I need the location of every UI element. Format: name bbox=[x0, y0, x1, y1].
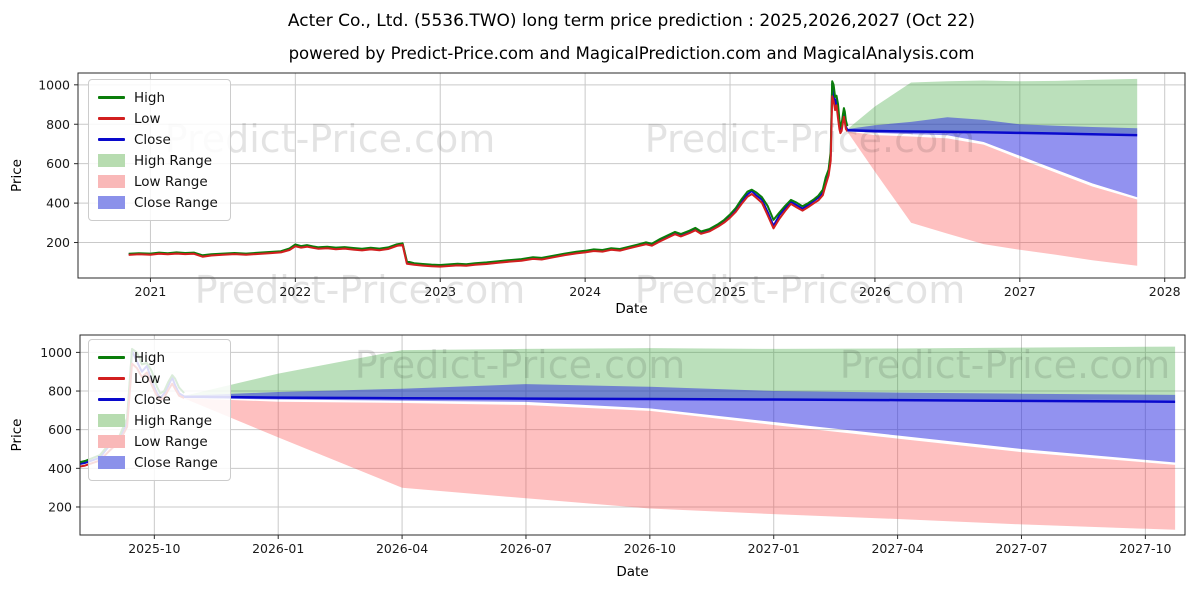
legend-item-close-range: Close Range bbox=[98, 452, 218, 473]
y-tick-label: 200 bbox=[46, 235, 70, 250]
watermark-text: Predict-Price.com bbox=[635, 268, 966, 312]
y-tick-label: 800 bbox=[46, 117, 70, 132]
x-tick-label: 2024 bbox=[569, 284, 601, 299]
legend-item-close: Close bbox=[98, 129, 218, 150]
low-range-band bbox=[847, 131, 1138, 266]
y-tick-label: 600 bbox=[46, 156, 70, 171]
x-tick-label: 2025 bbox=[714, 284, 746, 299]
close-range-band bbox=[847, 117, 1138, 198]
y-tick-label: 600 bbox=[48, 422, 72, 437]
x-tick-label: 2021 bbox=[135, 284, 167, 299]
y-tick-label: 1000 bbox=[38, 77, 70, 92]
high-range-band bbox=[184, 346, 1176, 401]
legend-line-swatch bbox=[98, 138, 125, 141]
bottom-chart-legend: High Low Close High Range Low Range Close Ran… bbox=[88, 339, 231, 481]
y-tick-label: 400 bbox=[46, 196, 70, 211]
legend-item-high: High bbox=[98, 87, 218, 108]
history-high-line bbox=[80, 347, 185, 464]
x-tick-label: 2028 bbox=[1149, 284, 1181, 299]
x-tick-label: 2022 bbox=[279, 284, 311, 299]
legend-label: Close Range bbox=[134, 454, 218, 471]
legend-label: Low bbox=[134, 370, 161, 387]
x-tick-label: 2023 bbox=[424, 284, 456, 299]
x-tick-label: 2026-07 bbox=[500, 541, 552, 556]
history-close-line bbox=[128, 82, 849, 267]
forecast-close-line bbox=[847, 128, 1138, 137]
history-high-line bbox=[128, 80, 849, 266]
legend-patch-swatch bbox=[98, 175, 125, 188]
bottom-chart-xlabel: Date bbox=[616, 564, 648, 580]
top-chart-ylabel: Price bbox=[9, 159, 25, 192]
watermark-text: Predict-Price.com bbox=[355, 343, 686, 387]
y-tick-label: 1000 bbox=[40, 345, 72, 360]
y-tick-label: 400 bbox=[48, 461, 72, 476]
history-low-line bbox=[128, 95, 849, 268]
legend-item-low-range: Low Range bbox=[98, 171, 218, 192]
low-range-band bbox=[184, 398, 1176, 530]
top-chart-ticks: 2021 2022 2023 2024 2025 2026 2027 2028 200 400 60… bbox=[38, 77, 1180, 299]
legend-label: Close Range bbox=[134, 194, 218, 211]
legend-label: Low Range bbox=[134, 433, 208, 450]
watermark-text: Predict-Price.com bbox=[195, 268, 526, 312]
legend-label: Close bbox=[134, 391, 171, 408]
x-tick-label: 2026-01 bbox=[252, 541, 304, 556]
high-range-band bbox=[847, 78, 1138, 134]
x-tick-label: 2027 bbox=[1004, 284, 1036, 299]
figure-title: Acter Co., Ltd. (5536.TWO) long term pri… bbox=[287, 11, 976, 31]
legend-item-low: Low bbox=[98, 368, 218, 389]
legend-patch-swatch bbox=[98, 196, 125, 209]
y-tick-label: 800 bbox=[48, 384, 72, 399]
legend-label: Low bbox=[134, 110, 161, 127]
x-tick-label: 2027-01 bbox=[748, 541, 800, 556]
legend-item-low-range: Low Range bbox=[98, 431, 218, 452]
figure-subtitle: powered by Predict-Price.com and Magical… bbox=[288, 44, 975, 63]
legend-item-close: Close bbox=[98, 389, 218, 410]
legend-patch-swatch bbox=[98, 154, 125, 167]
bottom-chart-plot-area: Predict-Price.com Predict-Price.com bbox=[80, 343, 1176, 530]
y-tick-label: 200 bbox=[48, 499, 72, 514]
history-low-line bbox=[80, 362, 185, 468]
bottom-chart: Predict-Price.com Predict-Price.com2025-1… bbox=[9, 334, 1186, 580]
bottom-chart-border bbox=[79, 334, 1186, 536]
legend-item-high: High bbox=[98, 347, 218, 368]
legend-label: High bbox=[134, 349, 166, 366]
legend-item-low: Low bbox=[98, 108, 218, 129]
legend-label: Low Range bbox=[134, 173, 208, 190]
top-chart-xlabel: Date bbox=[615, 301, 647, 317]
legend-line-swatch bbox=[98, 96, 125, 99]
x-tick-label: 2027-10 bbox=[1119, 541, 1171, 556]
legend-line-swatch bbox=[98, 117, 125, 120]
close-range-band bbox=[184, 384, 1176, 463]
bottom-chart-ticks: 2025-10 2026-01 2026-04 2026-07 2026-10 2027-… bbox=[40, 345, 1171, 556]
top-chart-border bbox=[77, 72, 1186, 279]
x-tick-label: 2027-07 bbox=[995, 541, 1047, 556]
legend-label: High Range bbox=[134, 412, 213, 429]
legend-label: Close bbox=[134, 131, 171, 148]
legend-label: High Range bbox=[134, 152, 213, 169]
watermark-text: Predict-Price.com bbox=[840, 343, 1171, 387]
forecast-close-line bbox=[184, 395, 1176, 403]
legend-patch-swatch bbox=[98, 414, 125, 427]
history-close-line bbox=[80, 349, 185, 465]
x-tick-label: 2025-10 bbox=[128, 541, 180, 556]
legend-line-swatch bbox=[98, 398, 125, 401]
x-tick-label: 2026-10 bbox=[624, 541, 676, 556]
x-tick-label: 2027-04 bbox=[871, 541, 923, 556]
top-chart-legend: High Low Close High Range Low Range Close Ran… bbox=[88, 79, 231, 221]
legend-patch-swatch bbox=[98, 435, 125, 448]
legend-patch-swatch bbox=[98, 456, 125, 469]
watermark-text: Predict-Price.com bbox=[645, 117, 976, 161]
legend-item-close-range: Close Range bbox=[98, 192, 218, 213]
x-tick-label: 2026 bbox=[859, 284, 891, 299]
legend-item-high-range: High Range bbox=[98, 410, 218, 431]
legend-item-high-range: High Range bbox=[98, 150, 218, 171]
legend-line-swatch bbox=[98, 356, 125, 359]
bottom-chart-ylabel: Price bbox=[9, 419, 25, 452]
legend-label: High bbox=[134, 89, 166, 106]
top-chart-plot-area: Predict-Price.com Predict-Price.com bbox=[128, 78, 1138, 268]
x-tick-label: 2026-04 bbox=[376, 541, 428, 556]
legend-line-swatch bbox=[98, 377, 125, 380]
